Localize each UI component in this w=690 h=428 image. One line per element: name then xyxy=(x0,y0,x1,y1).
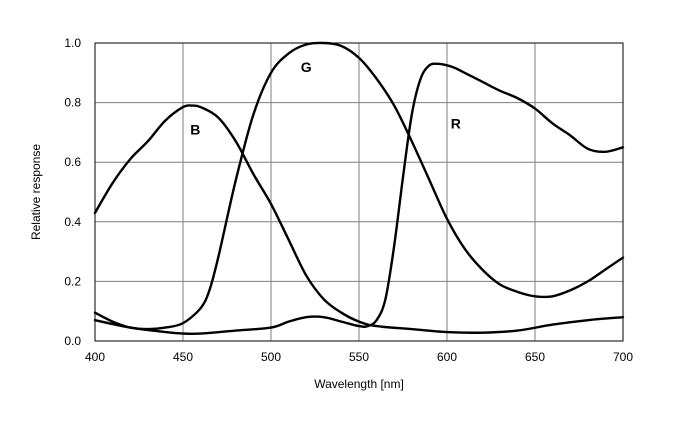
series-labels: B G R xyxy=(190,59,461,138)
y-tick-label: 0.6 xyxy=(64,155,81,169)
x-tick-label: 500 xyxy=(261,350,281,364)
y-tick-labels: 0.0 0.2 0.4 0.6 0.8 1.0 xyxy=(64,36,81,348)
y-tick-label: 0.0 xyxy=(64,334,81,348)
x-tick-label: 650 xyxy=(525,350,545,364)
y-tick-label: 0.8 xyxy=(64,96,81,110)
x-tick-label: 400 xyxy=(85,350,105,364)
y-tick-label: 0.2 xyxy=(64,274,81,288)
series-line-g xyxy=(93,41,625,331)
series-label-g: G xyxy=(301,59,312,75)
grid xyxy=(95,43,623,341)
x-tick-label: 600 xyxy=(437,350,457,364)
plot-frame xyxy=(94,42,624,342)
x-tick-label: 450 xyxy=(173,350,193,364)
x-tick-label: 550 xyxy=(349,350,369,364)
y-tick-label: 0.4 xyxy=(64,215,81,229)
series-line-r xyxy=(93,62,625,336)
series-line-b xyxy=(93,104,625,334)
y-axis-label: Relative response xyxy=(29,144,43,240)
x-tick-labels: 400 450 500 550 600 650 700 xyxy=(85,350,633,364)
y-tick-label: 1.0 xyxy=(64,36,81,50)
series-label-r: R xyxy=(451,115,461,131)
series-label-b: B xyxy=(190,121,200,137)
x-tick-label: 700 xyxy=(613,350,633,364)
x-axis-label: Wavelength [nm] xyxy=(314,377,404,391)
series-group xyxy=(93,41,625,336)
